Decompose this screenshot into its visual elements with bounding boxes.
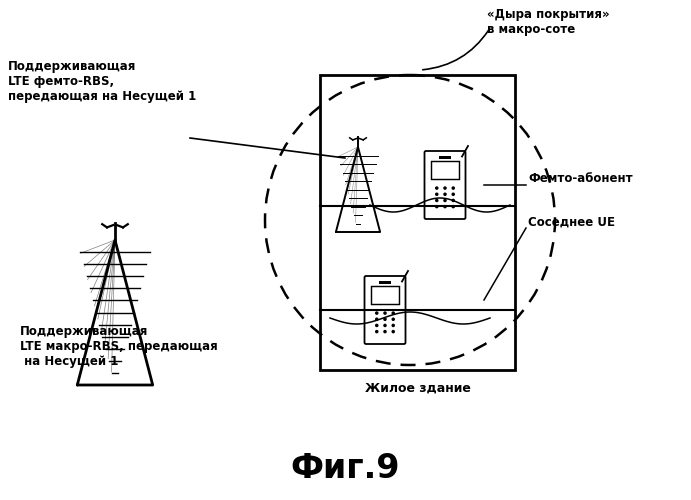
Circle shape — [444, 193, 446, 196]
Circle shape — [392, 324, 395, 326]
Circle shape — [392, 330, 395, 332]
Text: Фиг.9: Фиг.9 — [290, 452, 400, 485]
Text: Фемто-абонент: Фемто-абонент — [528, 172, 633, 184]
Circle shape — [392, 312, 395, 314]
Bar — [379, 282, 390, 284]
Circle shape — [376, 312, 378, 314]
Text: «Дыра покрытия»
в макро-соте: «Дыра покрытия» в макро-соте — [487, 8, 609, 36]
Circle shape — [452, 187, 454, 189]
Text: Поддерживающая
LTE фемто-RBS,
передающая на Несущей 1: Поддерживающая LTE фемто-RBS, передающая… — [8, 60, 196, 103]
Circle shape — [384, 330, 386, 332]
Circle shape — [452, 200, 454, 202]
Circle shape — [444, 200, 446, 202]
Bar — [439, 156, 451, 159]
Circle shape — [436, 187, 438, 189]
Circle shape — [444, 206, 446, 208]
Circle shape — [452, 193, 454, 196]
Circle shape — [392, 318, 395, 320]
Circle shape — [384, 312, 386, 314]
Text: Поддерживающая
LTE макро-RBS, передающая
 на Несущей 1: Поддерживающая LTE макро-RBS, передающая… — [20, 325, 218, 368]
Circle shape — [436, 200, 438, 202]
Circle shape — [376, 330, 378, 332]
Circle shape — [384, 324, 386, 326]
Text: Соседнее UE: Соседнее UE — [528, 216, 615, 228]
Circle shape — [376, 324, 378, 326]
Bar — [371, 286, 399, 304]
Circle shape — [444, 187, 446, 189]
Bar — [320, 75, 515, 370]
Bar — [431, 161, 459, 179]
Circle shape — [384, 318, 386, 320]
Text: Жилое здание: Жилое здание — [365, 382, 471, 395]
Circle shape — [452, 206, 454, 208]
Circle shape — [436, 193, 438, 196]
Circle shape — [436, 206, 438, 208]
Circle shape — [376, 318, 378, 320]
